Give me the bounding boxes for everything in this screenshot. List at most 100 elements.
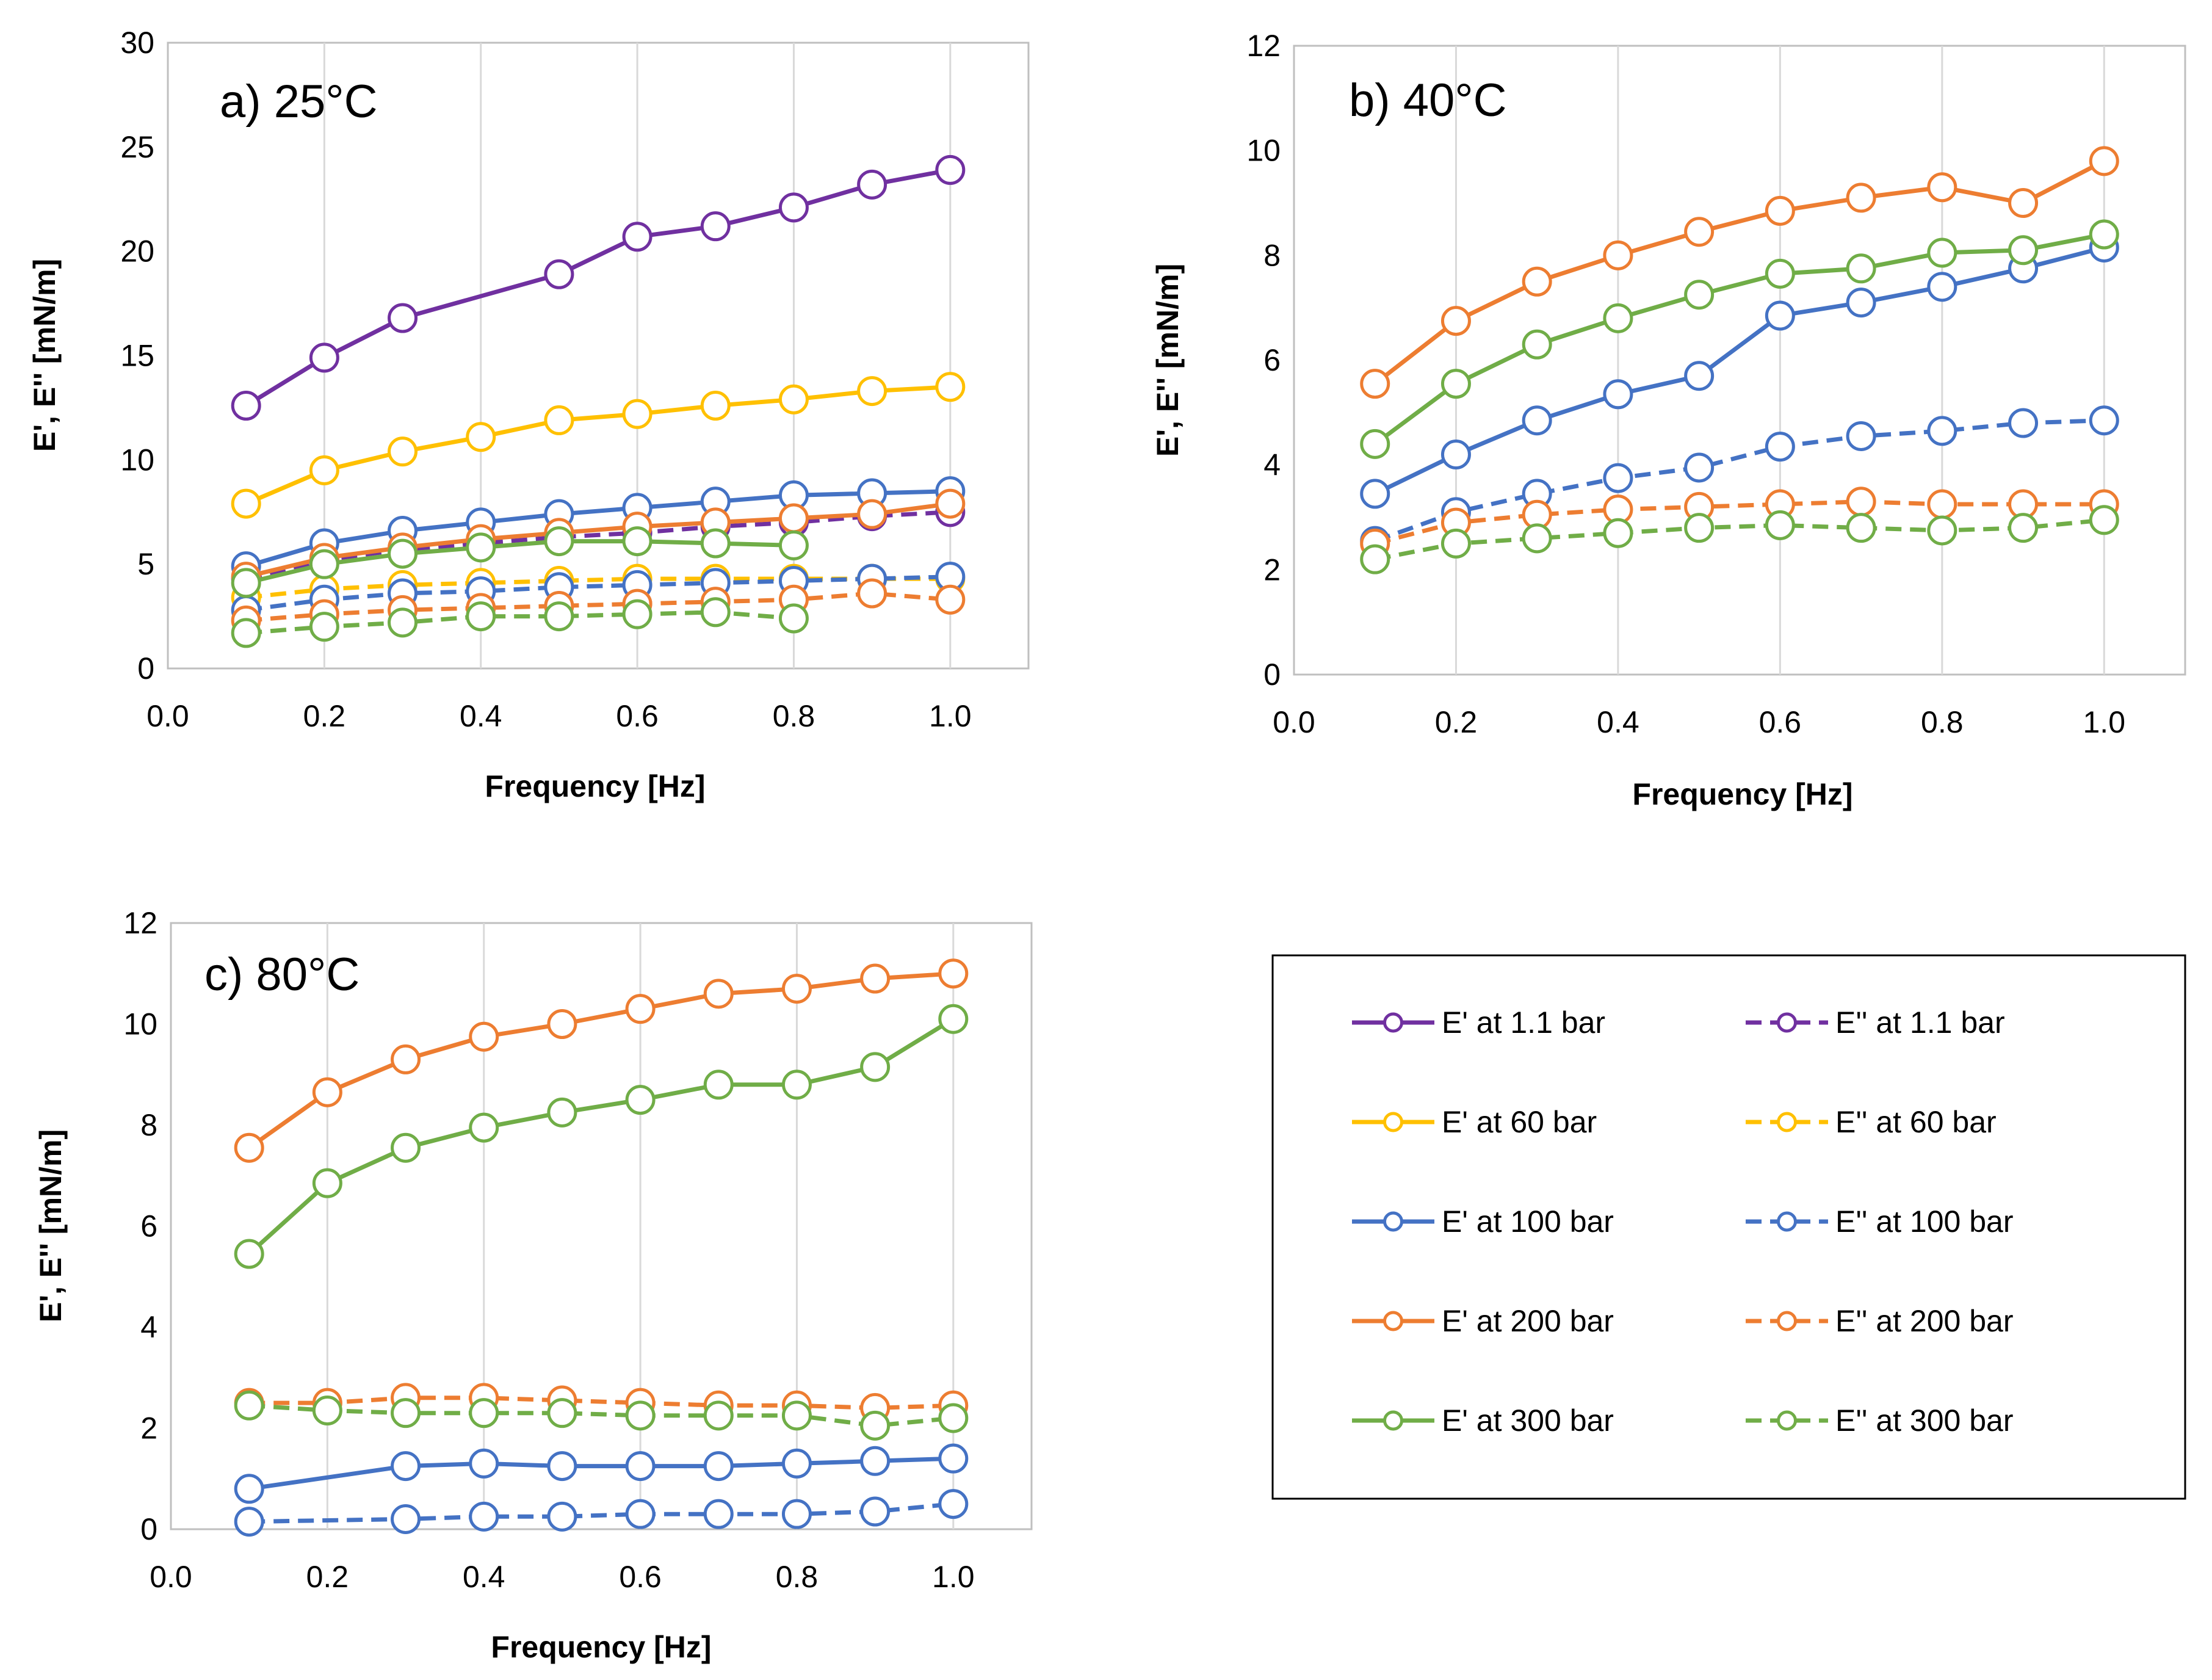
data-point-b-e1-at-300-bar [1846,253,1876,284]
data-point-a-e1-at-60-bar [388,436,418,467]
series-line-c-ee2-at-200-bar [249,1396,953,1410]
data-point-a-ee2-at-300-bar [388,607,418,638]
series-line-c-e1-at-200-bar [248,971,954,1150]
y-tick-label-c: 8 [140,1108,157,1142]
data-point-a-e1-at-60-bar [544,405,574,435]
data-point-c-e1-at-300-bar [781,1070,812,1100]
data-point-a-e1-at-300-bar [309,549,339,579]
data-point-c-e1-at-100-bar [625,1451,656,1482]
data-point-a-ee2-at-300-bar [544,601,574,632]
y-tick-label-b: 12 [1246,29,1281,63]
legend-label-ee2-at-60-bar: E'' at 60 bar [1835,1105,1997,1139]
data-point-a-e1-at-300-bar [622,526,652,557]
x-tick-label-a: 0.4 [460,699,502,733]
data-point-c-ee2-at-300-bar [860,1410,891,1441]
data-point-c-ee2-at-300-bar [547,1398,577,1428]
data-point-b-e1-at-300-bar [1684,280,1715,310]
data-point-a-e1-at-300-bar [388,538,418,569]
data-point-c-e1-at-100-bar [781,1448,812,1479]
y-tick-label-b: 6 [1263,343,1281,377]
data-point-c-ee2-at-100-bar [938,1489,969,1519]
data-point-c-ee2-at-300-bar [312,1396,342,1426]
data-point-a-e1-at-1-1-bar [935,154,966,185]
data-point-a-e1-at-60-bar [857,376,887,407]
legend-label-ee2-at-200-bar: E'' at 200 bar [1835,1304,2014,1338]
x-axis-title-c: Frequency [Hz] [491,1630,711,1664]
x-tick-label-b: 0.6 [1759,705,1802,739]
data-point-c-e1-at-100-bar [234,1474,264,1504]
panel-label-c: c) 80°C [204,949,360,1001]
legend-label-e1-at-200-bar: E' at 200 bar [1442,1304,1614,1338]
data-point-b-ee2-at-300-bar [1522,523,1552,554]
data-point-c-e1-at-300-bar [547,1097,577,1128]
data-point-c-ee2-at-300-bar [234,1390,264,1421]
series-line-b-ee2-at-100-bar [1374,418,2105,543]
data-point-a-e1-at-1-1-bar [309,342,339,373]
data-point-c-e1-at-200-bar [781,974,812,1004]
data-point-c-e1-at-300-bar [625,1085,656,1115]
data-point-c-e1-at-300-bar [938,1004,969,1034]
legend-marker-ee2-at-60-bar [1777,1112,1797,1132]
data-point-b-ee2-at-100-bar [1927,416,1957,446]
y-tick-label-c: 0 [140,1512,157,1546]
data-point-c-ee2-at-100-bar [469,1501,499,1532]
data-point-b-e1-at-300-bar [2008,235,2039,266]
series-line-c-ee2-at-300-bar [248,1403,954,1428]
chart-panel-c: 0.0 0.2 0.4 0.6 0.8 1.0 0 2 4 6 8 10 12 c) 80°C Fre… [34,906,1033,1664]
x-tick-label-b: 0.0 [1273,705,1315,739]
x-tick-label-c: 1.0 [932,1560,975,1594]
data-point-b-ee2-at-100-bar [1603,463,1633,493]
data-point-c-e1-at-200-bar [625,994,656,1024]
data-point-b-e1-at-200-bar [2008,188,2039,218]
x-axis-title-a: Frequency [Hz] [485,769,705,803]
data-point-c-ee2-at-100-bar [781,1499,812,1529]
legend: E' at 1.1 bar E'' at 1.1 bar E' at 60 bar E… [1271,954,2186,1500]
legend-label-ee2-at-100-bar: E'' at 100 bar [1835,1204,2014,1239]
y-tick-label-b: 0 [1263,657,1281,692]
x-tick-label-a: 0.8 [773,699,815,733]
data-point-a-e1-at-1-1-bar [857,169,887,200]
data-point-a-e1-at-60-bar [309,455,339,485]
data-point-c-e1-at-200-bar [469,1021,499,1052]
y-tick-label-a: 0 [137,651,154,686]
y-tick-label-a: 10 [120,443,154,477]
y-tick-label-b: 10 [1246,134,1281,168]
x-axis-title-b: Frequency [Hz] [1632,777,1852,811]
x-tick-label-b: 0.8 [1921,705,1964,739]
data-point-a-e1-at-200-bar [857,499,887,529]
data-point-b-e1-at-200-bar [1927,172,1957,203]
y-tick-label-c: 12 [123,906,157,940]
y-tick-label-b: 2 [1263,552,1281,587]
data-point-b-ee2-at-300-bar [1440,528,1471,559]
series-line-a-e1-at-200-bar [245,501,951,579]
data-point-a-e1-at-300-bar [778,530,809,560]
data-point-c-ee2-at-300-bar [469,1398,499,1428]
data-point-b-ee2-at-300-bar [1927,515,1957,546]
data-point-c-e1-at-200-bar [391,1044,421,1074]
y-tick-label-c: 2 [140,1411,157,1446]
series-line-b-e1-at-300-bar [1373,232,2105,446]
data-point-c-ee2-at-100-bar [547,1501,577,1532]
data-point-c-e1-at-100-bar [860,1446,891,1476]
data-point-c-ee2-at-100-bar [703,1499,734,1529]
data-point-b-e1-at-300-bar [1765,258,1795,289]
data-point-a-e1-at-60-bar [935,372,966,402]
x-tick-label-c: 0.4 [463,1560,505,1594]
data-point-a-ee2-at-300-bar [700,597,731,628]
data-point-b-e1-at-300-bar [1360,429,1390,459]
data-point-c-ee2-at-100-bar [234,1507,264,1537]
data-point-b-e1-at-100-bar [1360,479,1390,509]
y-tick-label-a: 20 [120,234,154,269]
data-point-b-e1-at-200-bar [1603,240,1633,270]
data-point-a-e1-at-60-bar [778,384,809,415]
plot-area-a [167,42,1030,670]
data-point-b-e1-at-100-bar [1684,361,1715,391]
data-point-b-ee2-at-300-bar [1360,544,1390,574]
data-point-c-e1-at-100-bar [547,1451,577,1482]
data-point-a-e1-at-60-bar [700,391,731,421]
data-point-a-e1-at-1-1-bar [544,259,574,289]
y-tick-label-c: 6 [140,1209,157,1244]
legend-marker-e1-at-100-bar [1383,1211,1403,1232]
x-tick-label-a: 0.6 [616,699,659,733]
legend-box [1271,954,2186,1500]
